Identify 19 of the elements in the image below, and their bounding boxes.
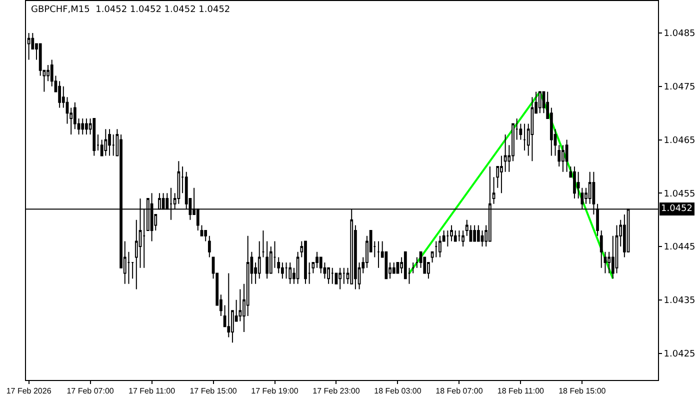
x-tick-label: 17 Feb 15:00 bbox=[190, 386, 238, 396]
y-tick-label: 1.0445 bbox=[664, 242, 696, 253]
ref-line-label: 1.0452 bbox=[661, 204, 692, 214]
y-tick-label: 1.0465 bbox=[664, 136, 696, 146]
x-tick-label: 18 Feb 03:00 bbox=[374, 386, 422, 396]
x-tick-label: 18 Feb 15:00 bbox=[558, 386, 606, 396]
x-tick-label: 18 Feb 11:00 bbox=[497, 386, 545, 396]
y-tick-label: 1.0475 bbox=[664, 82, 696, 93]
x-tick-label: 18 Feb 07:00 bbox=[436, 386, 484, 396]
chart-title: GBPCHF,M15 1.0452 1.0452 1.0452 1.0452 bbox=[31, 5, 230, 15]
x-tick-label: 17 Feb 07:00 bbox=[66, 386, 114, 396]
y-tick-label: 1.0435 bbox=[664, 296, 696, 306]
y-tick-label: 1.0425 bbox=[664, 349, 696, 360]
x-tick-label: 17 Feb 11:00 bbox=[128, 386, 176, 396]
x-tick-label: 17 Feb 2026 bbox=[6, 386, 52, 396]
x-tick-label: 17 Feb 23:00 bbox=[312, 386, 360, 396]
y-tick-label: 1.0485 bbox=[664, 29, 696, 40]
x-tick-label: 17 Feb 19:00 bbox=[251, 386, 299, 396]
y-tick-label: 1.0455 bbox=[664, 189, 696, 200]
